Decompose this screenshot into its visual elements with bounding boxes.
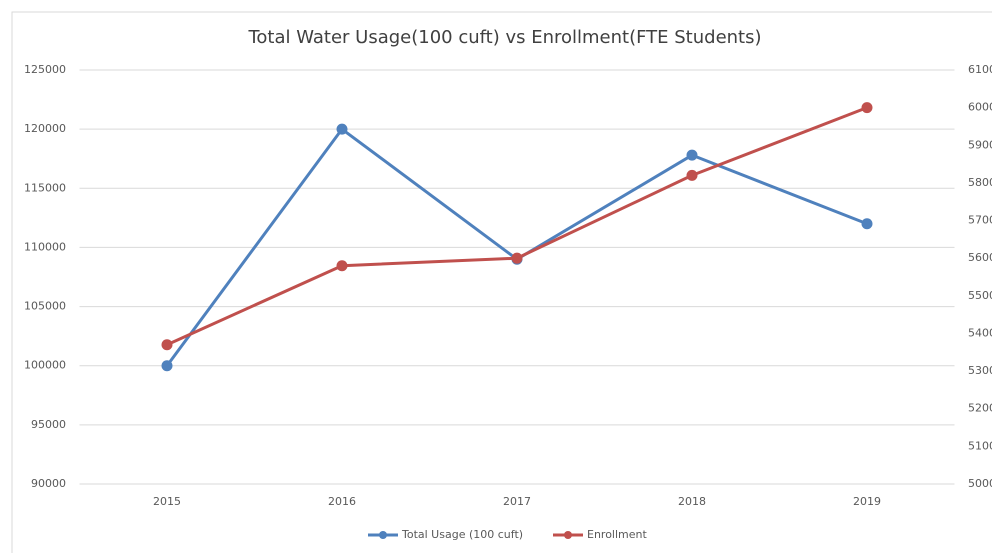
y-tick-label: 110000 xyxy=(24,240,66,253)
x-tick-label: 2018 xyxy=(678,495,706,508)
chart-title: Total Water Usage(100 cuft) vs Enrollmen… xyxy=(247,27,761,48)
y2-tick-label: 5800 xyxy=(968,176,992,189)
x-tick-label: 2017 xyxy=(503,495,531,508)
chart-frame xyxy=(11,11,992,553)
legend-marker xyxy=(564,531,572,539)
y2-tick-label: 5200 xyxy=(968,402,992,415)
y-tick-label: 90000 xyxy=(31,477,66,490)
point xyxy=(861,102,873,114)
point xyxy=(161,360,173,372)
y2-tick-label: 5500 xyxy=(968,289,992,302)
y2-tick-label: 5600 xyxy=(968,251,992,264)
point xyxy=(861,218,873,230)
legend-label: Total Usage (100 cuft) xyxy=(401,528,523,541)
point xyxy=(511,252,523,264)
y-tick-label: 105000 xyxy=(24,300,66,313)
point xyxy=(161,339,173,351)
y2-tick-label: 5700 xyxy=(968,214,992,227)
point xyxy=(686,149,698,161)
x-tick-label: 2019 xyxy=(853,495,881,508)
y2-tick-label: 5100 xyxy=(968,439,992,452)
y2-tick-label: 5300 xyxy=(968,364,992,377)
y2-tick-label: 6000 xyxy=(968,101,992,114)
legend-label: Enrollment xyxy=(587,528,647,541)
y2-tick-label: 5900 xyxy=(968,138,992,151)
y-tick-label: 100000 xyxy=(24,359,66,372)
y2-tick-label: 5400 xyxy=(968,326,992,339)
y-tick-label: 95000 xyxy=(31,418,66,431)
x-tick-label: 2016 xyxy=(328,495,356,508)
point xyxy=(686,169,698,181)
y2-tick-label: 5000 xyxy=(968,477,992,490)
x-tick-label: 2015 xyxy=(153,495,181,508)
y2-tick-label: 6100 xyxy=(968,63,992,76)
point xyxy=(336,260,348,272)
y-tick-label: 125000 xyxy=(24,63,66,76)
y-tick-label: 120000 xyxy=(24,122,66,135)
y-tick-label: 115000 xyxy=(24,181,66,194)
point xyxy=(336,123,348,135)
legend-marker xyxy=(379,531,387,539)
